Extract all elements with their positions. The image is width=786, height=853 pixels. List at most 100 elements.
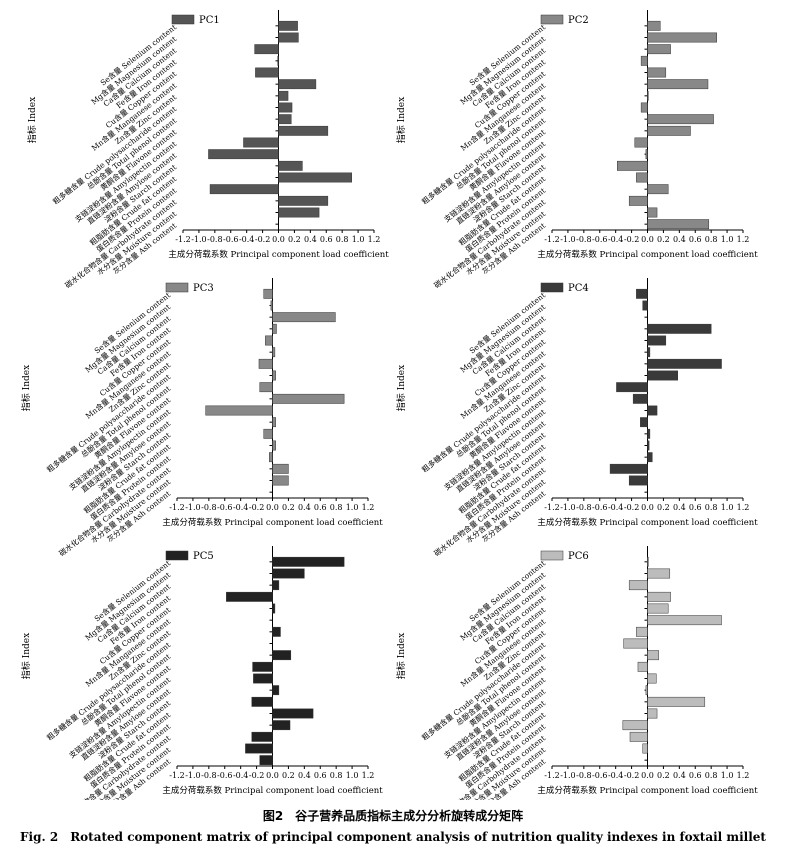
pc3-x-tick-label: -1.0 [185, 503, 200, 512]
pc2-x-tick-label: -0.6 [592, 235, 607, 244]
pc5-bar [251, 731, 273, 742]
pc4-x-tick-label: 1.0 [721, 503, 734, 512]
pc2-bar [647, 207, 658, 218]
pc5-x-tick-label: -0.4 [233, 771, 248, 780]
pc1-bar [277, 55, 279, 66]
pc2-x-tick-label: 0.0 [641, 235, 654, 244]
pc3-bar [272, 463, 289, 474]
pc2-bar [647, 219, 710, 230]
pc2-bar [647, 79, 709, 90]
pc1-x-tick-label: 0.6 [320, 235, 333, 244]
pc5-legend-swatch [165, 550, 189, 561]
pc3-y-axis-title: 指标 Index [20, 365, 32, 411]
pc6-x-tick-label: 1.0 [721, 771, 734, 780]
pc5-x-tick-label: 1.0 [346, 771, 359, 780]
pc4-bar [647, 358, 722, 369]
pc3-bar [205, 405, 273, 416]
pc1-x-tick-label: -0.2 [255, 235, 270, 244]
pc1-bar [208, 149, 279, 160]
pc6-bar [647, 650, 659, 661]
pc5-bar [226, 591, 273, 602]
pc1-bar [255, 67, 279, 78]
figure-caption-english: Fig. 2 Rotated component matrix of princ… [20, 830, 766, 844]
pc6-x-tick-label: -0.2 [624, 771, 639, 780]
pc3-legend-label: PC3 [193, 283, 214, 294]
pc5-x-tick-label: 0.8 [330, 771, 343, 780]
pc1-x-axis-title: 主成分荷载系数 Principal component load coeffic… [168, 249, 389, 260]
pc2-x-tick-label: -0.4 [608, 235, 623, 244]
pc1-bar [278, 102, 293, 113]
pc5-bar [253, 673, 273, 684]
pc5-bar [245, 743, 273, 754]
pc2-bar [647, 114, 714, 125]
pc2-bar [647, 125, 691, 136]
pc3-bar [270, 300, 273, 311]
pc1-bar [278, 114, 292, 125]
pc6-bar [647, 556, 649, 567]
pc1-x-tick-label: 0.0 [272, 235, 285, 244]
pc3-x-tick-label: 1.2 [362, 503, 375, 512]
pc5-bar [252, 661, 273, 672]
pc4-bar [609, 463, 648, 474]
pc2-x-tick-label: -1.0 [560, 235, 575, 244]
pc1-x-tick-label: 1.2 [368, 235, 381, 244]
pc1-bar [278, 195, 329, 206]
pc2-x-tick-label: 1.0 [721, 235, 734, 244]
pc1-x-tick-label: 0.8 [336, 235, 349, 244]
pc6-x-tick-label: -1.0 [560, 771, 575, 780]
pc3-legend-swatch [165, 282, 189, 293]
pc6-x-tick-label: -0.8 [576, 771, 591, 780]
pc3-x-axis-title: 主成分荷载系数 Principal component load coeffic… [162, 517, 383, 528]
pc6-legend-label: PC6 [568, 551, 589, 562]
pc4-x-tick-label: 0.0 [641, 503, 654, 512]
pc5-bar [272, 603, 276, 614]
pc4-legend-swatch [540, 282, 564, 293]
pc1-bar [278, 20, 298, 31]
pc6-bar [647, 591, 671, 602]
pc3-bar [272, 393, 345, 404]
pc1-bar [278, 90, 289, 101]
pc6-bar [647, 603, 669, 614]
pc6-bar [647, 568, 671, 579]
pc2-x-tick-label: -0.8 [576, 235, 591, 244]
pc2-legend-label: PC2 [568, 15, 589, 26]
pc2-x-tick-label: 0.8 [705, 235, 718, 244]
pc2-bar [636, 172, 648, 183]
pc1-bar [254, 44, 279, 55]
pc3-bar [269, 452, 273, 463]
pc5-bar [272, 580, 280, 591]
pc1-x-tick-label: 0.2 [288, 235, 301, 244]
pc3-x-tick-label: 0.4 [298, 503, 311, 512]
pc1-x-tick-label: -0.8 [207, 235, 222, 244]
pc6-x-tick-label: 1.2 [737, 771, 750, 780]
pc2-x-tick-label: -0.2 [624, 235, 639, 244]
pc6-legend-swatch [540, 550, 564, 561]
pc6-x-tick-label: 0.0 [641, 771, 654, 780]
pc1-legend-swatch [171, 14, 195, 25]
pc4-x-tick-label: 0.4 [673, 503, 686, 512]
pc3-bar [272, 440, 276, 451]
pc4-y-axis-title: 指标 Index [395, 365, 407, 411]
pc2-x-axis-title: 主成分荷载系数 Principal component load coeffic… [537, 249, 758, 260]
pc4-bar [647, 440, 650, 451]
pc6-bar [642, 743, 648, 754]
pc6-bar [647, 615, 722, 626]
pc6-x-tick-label: -1.2 [544, 771, 559, 780]
pc6-bar [623, 638, 648, 649]
pc3-x-tick-label: -0.2 [249, 503, 264, 512]
pc3-bar [272, 417, 276, 428]
pc1-x-tick-label: -1.0 [191, 235, 206, 244]
pc5-x-tick-label: -1.0 [185, 771, 200, 780]
pc6-bar [647, 673, 657, 684]
pc4-bar [640, 417, 648, 428]
pc5-x-tick-label: 0.0 [266, 771, 279, 780]
pc1-bar [278, 79, 317, 90]
pc1-x-tick-label: -1.2 [175, 235, 190, 244]
pc2-bar [647, 67, 667, 78]
pc5-x-tick-label: -0.6 [217, 771, 232, 780]
pc5-legend-label: PC5 [193, 551, 214, 562]
pc5-bar [272, 556, 345, 567]
pc6-bar [629, 731, 648, 742]
pc2-bar [647, 90, 649, 101]
pc6-x-axis-title: 主成分荷载系数 Principal component load coeffic… [537, 785, 758, 796]
